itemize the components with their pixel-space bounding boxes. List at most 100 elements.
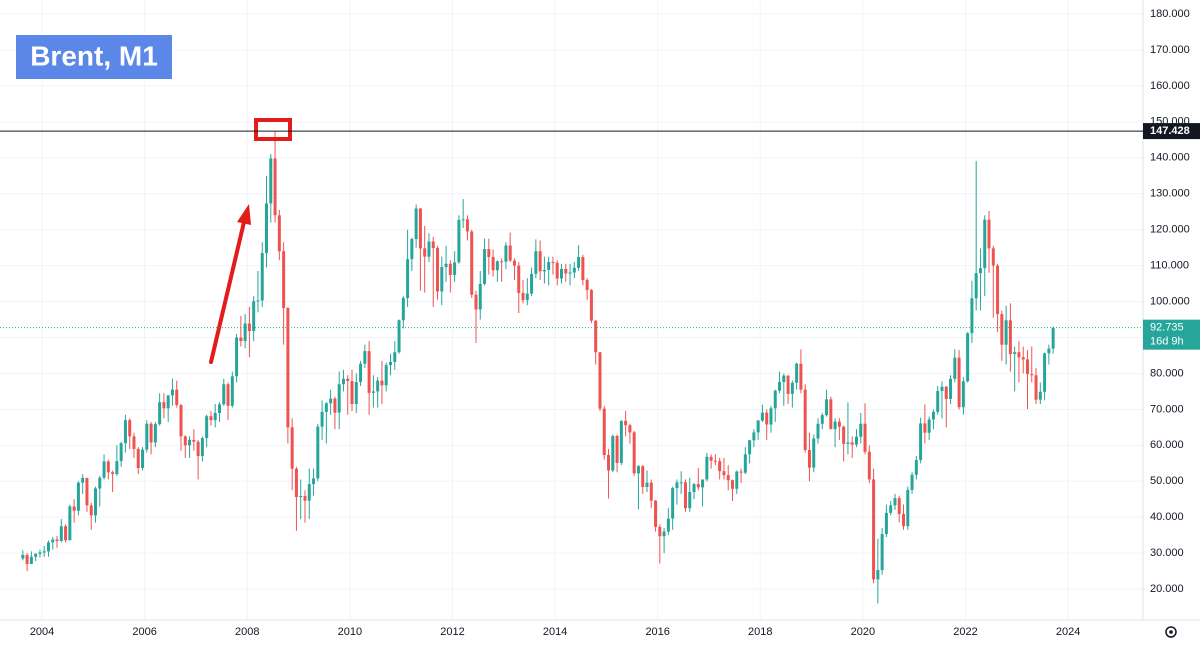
settings-icon[interactable] (1165, 626, 1177, 638)
candle-body (68, 506, 72, 541)
candle-body (675, 482, 679, 489)
candle-body (461, 219, 465, 221)
candle-body (957, 357, 961, 408)
candle-body (205, 416, 209, 439)
candle-body (136, 448, 140, 468)
candle-body (807, 449, 811, 468)
candle-body (453, 262, 457, 275)
candle-body (825, 399, 829, 416)
candle-body (1008, 320, 1012, 355)
x-tick-label: 2016 (645, 626, 669, 638)
candle-body (572, 267, 576, 273)
candle-body (602, 408, 606, 456)
candle-body (427, 241, 431, 257)
candle-body (230, 376, 234, 406)
candle-body (282, 251, 286, 309)
candle-body (34, 553, 38, 557)
candle-body (530, 273, 534, 294)
candles (21, 131, 1055, 604)
x-tick-label: 2022 (953, 626, 977, 638)
candle-body (624, 420, 628, 426)
candle-body (607, 455, 611, 471)
settings-gear-center[interactable] (1169, 630, 1173, 634)
candle-body (803, 389, 807, 450)
candle-body (538, 251, 542, 272)
candle-body (889, 505, 893, 513)
candle-body (812, 438, 816, 468)
candle-body (500, 261, 504, 263)
y-tick-label: 60.000 (1150, 439, 1184, 451)
candle-body (1030, 374, 1034, 376)
candle-body (478, 283, 482, 310)
candle-body (307, 484, 311, 501)
candle-body (547, 262, 551, 270)
x-tick-label: 2020 (851, 626, 875, 638)
y-tick-label: 80.000 (1150, 367, 1184, 379)
candle-body (1047, 348, 1051, 354)
candle-body (581, 256, 585, 280)
candle-body (559, 268, 563, 279)
candle-body (722, 471, 726, 476)
candle-body (333, 398, 337, 413)
candle-body (196, 441, 200, 457)
candle-body (1038, 391, 1042, 400)
candle-body (483, 249, 487, 284)
y-tick-label: 170.000 (1150, 44, 1190, 56)
candle-body (906, 489, 910, 527)
level-label-box (1143, 123, 1200, 140)
candle-body (743, 454, 747, 473)
countdown-label: 16d 9h (1150, 336, 1184, 348)
candle-body (833, 421, 837, 430)
candle-body (589, 290, 593, 321)
candle-body (213, 412, 217, 421)
candle-body (944, 386, 948, 399)
candle-body (863, 423, 867, 452)
candle-body (872, 479, 876, 580)
candle-body (897, 498, 901, 514)
candle-body (406, 259, 410, 298)
candle-body (303, 496, 307, 501)
candle-body (568, 272, 572, 274)
candle-body (51, 539, 55, 543)
candle-body (337, 384, 341, 413)
candle-body (726, 475, 730, 481)
candle-body (837, 421, 841, 427)
settings-gear[interactable] (1165, 626, 1177, 638)
candle-body (115, 461, 119, 475)
title-box (14, 33, 174, 81)
candle-body (688, 492, 692, 509)
y-tick-label: 160.000 (1150, 80, 1190, 92)
candle-body (611, 435, 615, 471)
candle-body (1004, 320, 1008, 345)
candle-body (876, 570, 880, 580)
candle-body (662, 531, 666, 537)
candle-body (149, 423, 153, 443)
candle-body (367, 351, 371, 393)
candle-body (773, 390, 777, 409)
grid (0, 0, 1143, 620)
candle-body (440, 267, 444, 292)
candle-body (423, 248, 427, 257)
candle-body (782, 375, 786, 383)
candle-body (778, 382, 782, 391)
candle-body (76, 482, 80, 511)
candle-body (260, 253, 264, 301)
candle-body (179, 405, 183, 437)
candle-body (619, 420, 623, 463)
candle-body (89, 505, 93, 516)
candle-body (910, 474, 914, 490)
candle-body (517, 265, 521, 293)
axis-labels: 20.000 30.000 40.000 50.000 60.000 70.000 80.0… (30, 8, 1190, 638)
candle-body (731, 480, 735, 489)
candle-body (739, 471, 743, 473)
candle-body (252, 301, 256, 332)
candle-body (401, 297, 405, 321)
candle-body (393, 352, 397, 362)
candle-body (713, 460, 717, 462)
candle-body (987, 219, 991, 249)
candle-body (966, 333, 970, 382)
y-tick-label: 20.000 (1150, 583, 1184, 595)
candle-body (829, 399, 833, 430)
candle-body (970, 298, 974, 334)
candle-body (512, 260, 516, 266)
